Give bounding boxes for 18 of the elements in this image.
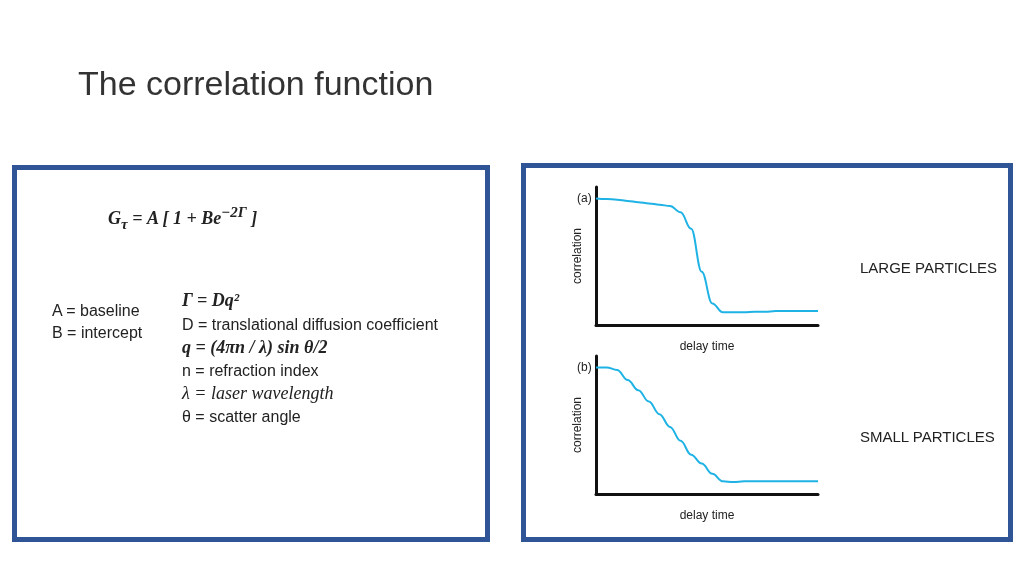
x-axis-title: delay time	[679, 508, 735, 522]
text: SMALL PARTICLES	[860, 428, 995, 445]
text: B = intercept	[52, 323, 143, 343]
text: n = refraction index	[182, 361, 319, 381]
text: Γ = Dq²	[182, 290, 240, 310]
x-axis-title: delay time	[679, 339, 735, 353]
chart-title: (a)	[577, 191, 592, 205]
text: θ = scatter angle	[182, 407, 301, 427]
text: D = translational diffusion coefficient	[182, 315, 439, 335]
chart-title: (b)	[577, 360, 592, 374]
y-axis-title: correlation	[570, 396, 584, 454]
text: G$_{τ}$ = A [ 1 + Be$^{−2Γ}$ ]	[108, 203, 258, 234]
text: A = baseline	[52, 301, 140, 321]
text: LARGE PARTICLES	[860, 259, 997, 276]
text: q = (4πn / λ) sin θ/2	[182, 337, 328, 357]
text: The correlation function	[78, 64, 434, 103]
text: λ = laser wavelength	[182, 383, 334, 403]
y-axis-title: correlation	[570, 227, 584, 285]
